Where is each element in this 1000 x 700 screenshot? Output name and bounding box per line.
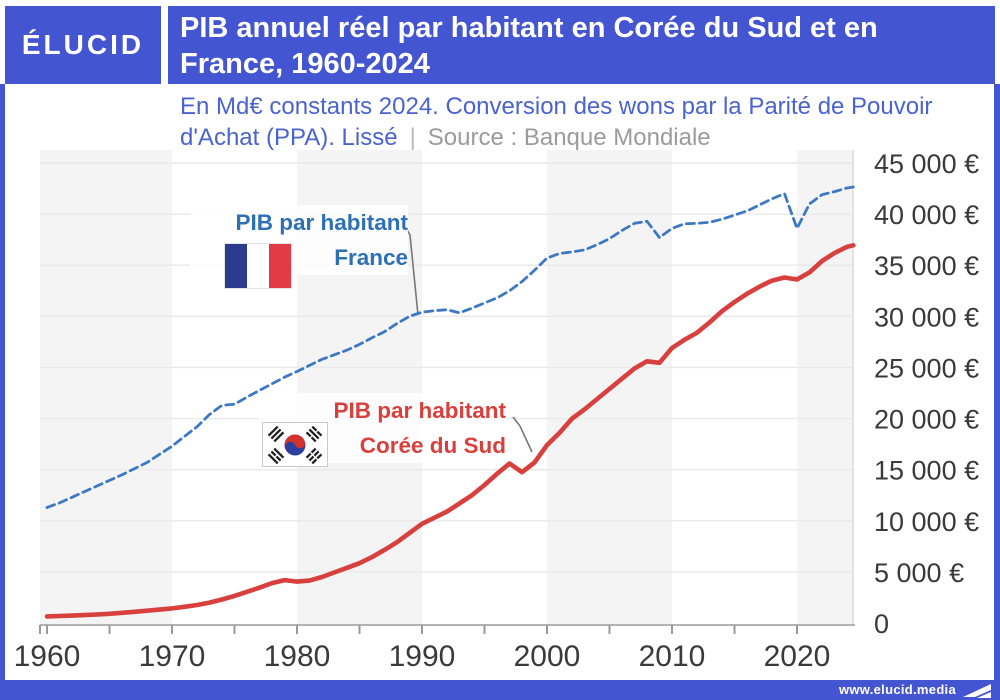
subtitle-line1: En Md€ constants 2024. Conversion des wo…: [180, 93, 933, 120]
korea-label-line1: PIB par habitant: [333, 398, 506, 423]
france-flag-icon: [225, 244, 291, 288]
france-series-label: PIB par habitant France: [190, 205, 408, 275]
france-label-line1: PIB par habitant: [235, 210, 408, 235]
series-line-coree-du-sud: [44, 243, 856, 619]
page-title-line1: PIB annuel réel par habitant en Corée du…: [180, 12, 878, 44]
south-korea-flag-icon: [262, 422, 328, 467]
subtitle-separator: |: [409, 124, 416, 151]
elucid-flag-icon: [963, 684, 991, 698]
y-tick-label: 15 000 €: [874, 456, 979, 486]
y-tick-label: 20 000 €: [874, 405, 979, 435]
y-tick-label: 25 000 €: [874, 353, 979, 383]
y-tick-label: 10 000 €: [874, 507, 979, 537]
y-tick-label: 5 000 €: [874, 558, 964, 588]
y-tick-label: 40 000 €: [874, 200, 979, 230]
x-tick-label: 2010: [639, 640, 706, 673]
y-tick-label: 35 000 €: [874, 251, 979, 281]
x-tick-label: 2020: [764, 640, 831, 673]
subtitle-line2: d'Achat (PPA). Lissé | Source : Banque Mon…: [180, 122, 932, 153]
footer-bar: [0, 680, 1000, 700]
elucid-logo: ÉLUCID: [5, 6, 161, 84]
subtitle-method: d'Achat (PPA). Lissé: [180, 124, 398, 151]
y-tick-label: 30 000 €: [874, 302, 979, 332]
decade-band: [40, 150, 172, 625]
x-tick-label: 1990: [389, 640, 456, 673]
x-tick-label: 1980: [264, 640, 331, 673]
series-line-france: [45, 185, 855, 509]
frame-right-border: [994, 84, 1000, 700]
title-block: PIB annuel réel par habitant en Corée du…: [168, 6, 995, 84]
chart-subtitle: En Md€ constants 2024. Conversion des wo…: [180, 91, 932, 153]
footer-url: www.elucid.media: [838, 682, 956, 697]
y-tick-label: 0: [874, 609, 889, 639]
frame-left-border: [0, 84, 5, 700]
france-label-line2: France: [334, 245, 408, 270]
korea-label-line2: Corée du Sud: [359, 433, 506, 458]
decade-band: [797, 150, 853, 625]
x-tick-label: 1970: [139, 640, 206, 673]
korea-label-connector: [512, 416, 533, 453]
elucid-logo-text: ÉLUCID: [21, 29, 145, 60]
page-title-line2: France, 1960-2024: [180, 48, 430, 80]
y-tick-label: 45 000 €: [874, 149, 979, 179]
x-tick-label: 2000: [514, 640, 581, 673]
x-tick-label: 1960: [14, 640, 81, 673]
subtitle-source: Source : Banque Mondiale: [427, 124, 711, 151]
